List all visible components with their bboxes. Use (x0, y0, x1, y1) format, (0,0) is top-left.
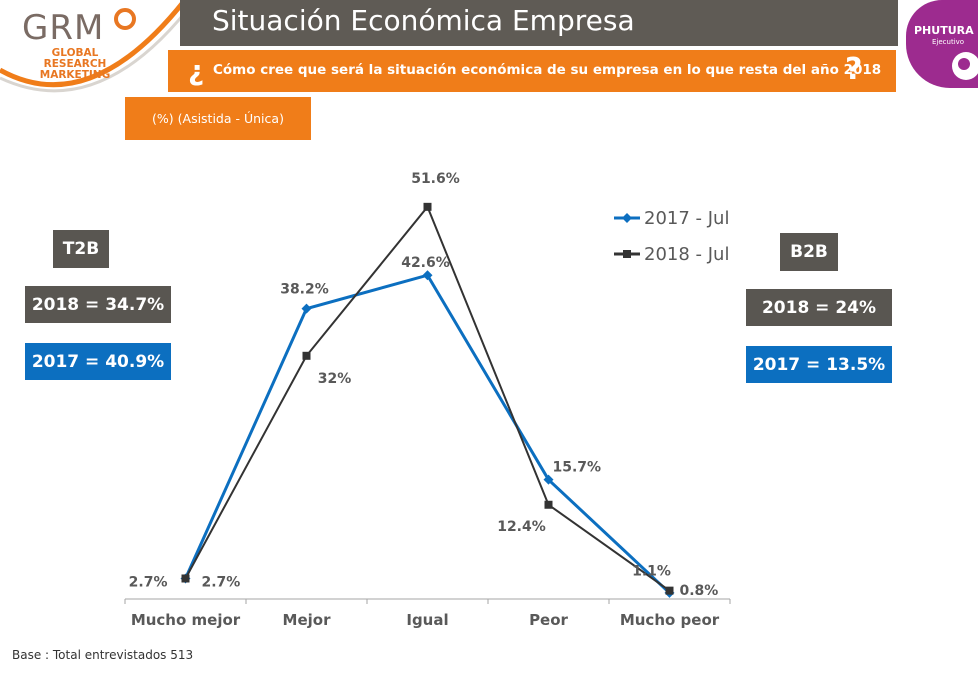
phutura-swirl-icon (952, 52, 978, 80)
data-point (423, 202, 432, 211)
logo: GRM (22, 8, 105, 48)
legend-marker (622, 213, 632, 223)
data-label: 1.1% (632, 564, 671, 580)
data-label: 2.7% (129, 574, 168, 590)
b2b-label: B2B (780, 233, 838, 271)
t2b-2018-box: 2018 = 34.7% (25, 286, 171, 323)
data-point (544, 500, 553, 509)
data-point (181, 574, 190, 583)
phutura-subtitle: Ejecutivo (932, 38, 965, 46)
data-point (422, 270, 433, 281)
x-tick-label: Peor (529, 611, 568, 629)
data-point (543, 474, 554, 485)
b2b-2017-box: 2017 = 13.5% (746, 346, 892, 383)
legend-label: 2018 - Jul (644, 244, 729, 265)
x-tick-label: Igual (406, 611, 448, 629)
page-title: Situación Económica Empresa (212, 4, 635, 37)
logo-area (0, 0, 200, 105)
logo-mark-icon (114, 8, 136, 30)
title-bar (180, 0, 898, 46)
data-label: 38.2% (280, 282, 329, 298)
series-line (184, 273, 671, 595)
data-label: 0.8% (680, 583, 719, 599)
question-open-mark: ¿ (188, 54, 205, 87)
data-label: 12.4% (497, 519, 546, 535)
x-tick-label: Mejor (283, 611, 332, 629)
data-point (665, 586, 674, 595)
data-label: 42.6% (401, 255, 450, 271)
x-tick-label: Mucho mejor (131, 611, 241, 629)
base-note: Base : Total entrevistados 513 (12, 648, 194, 662)
logo-swoosh (0, 0, 197, 93)
x-tick-label: Mucho peor (620, 611, 720, 629)
data-label: 32% (318, 371, 352, 387)
legend-label: 2017 - Jul (644, 208, 729, 229)
phutura-title: PHUTURA (914, 24, 974, 37)
phutura-badge (906, 0, 978, 88)
t2b-label: T2B (53, 230, 109, 268)
data-label: 15.7% (553, 460, 602, 476)
data-point (302, 351, 311, 360)
question-bar (168, 50, 896, 92)
t2b-2017-box: 2017 = 40.9% (25, 343, 171, 380)
legend-marker (623, 250, 631, 258)
data-label: 51.6% (411, 171, 460, 187)
data-point (301, 303, 312, 314)
note-chip: (%) (Asistida - Única) (125, 97, 311, 140)
data-label: 2.7% (202, 574, 241, 590)
logo-subtitle: GLOBAL RESEARCH MARKETING (39, 47, 111, 81)
question-close-mark: ? (845, 52, 863, 87)
b2b-2018-box: 2018 = 24% (746, 289, 892, 326)
question-text: Cómo cree que será la situación económic… (213, 62, 882, 78)
